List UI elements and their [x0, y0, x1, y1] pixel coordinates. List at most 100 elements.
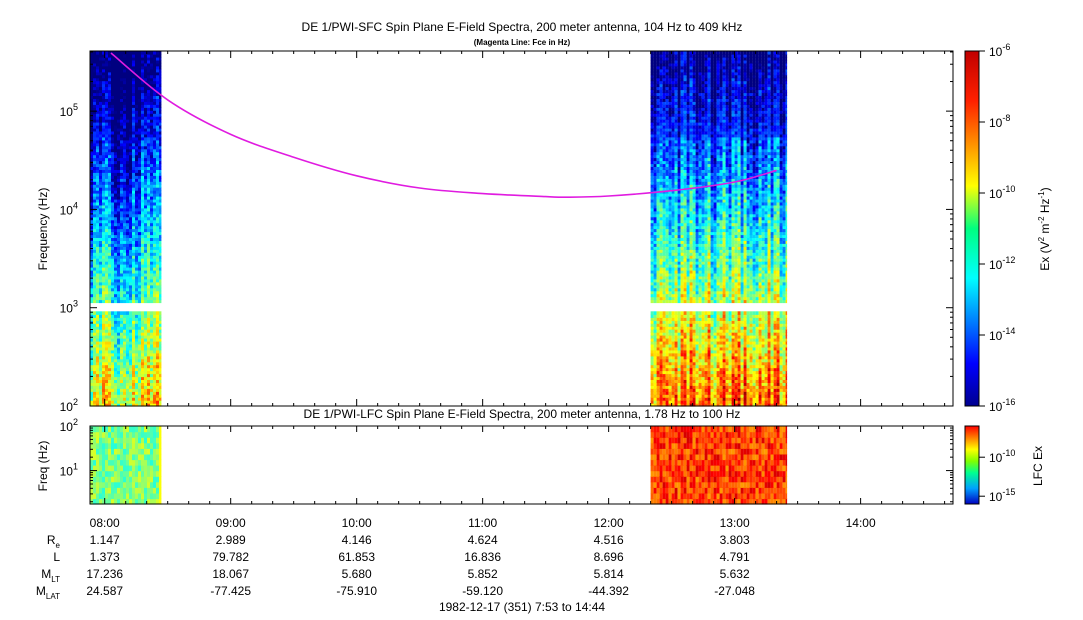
- sfc-cell: [153, 346, 156, 351]
- sfc-cell: [135, 216, 138, 221]
- sfc-cell: [144, 231, 147, 236]
- sfc-cell: [677, 326, 681, 330]
- sfc-cell: [126, 181, 129, 185]
- sfc-cell: [120, 343, 123, 348]
- sfc-cell: [105, 133, 108, 138]
- sfc-cell: [129, 228, 132, 233]
- sfc-cell: [129, 234, 132, 238]
- sfc-cell: [686, 213, 690, 218]
- sfc-cell: [138, 361, 141, 366]
- sfc-cell: [159, 352, 162, 357]
- sfc-cell: [153, 86, 156, 91]
- sfc-cell: [93, 329, 96, 333]
- sfc-cell: [662, 281, 666, 286]
- sfc-cell: [144, 358, 147, 363]
- sfc-cell: [144, 172, 147, 176]
- sfc-cell: [671, 394, 675, 398]
- sfc-cell: [114, 400, 117, 404]
- sfc-cell: [704, 228, 708, 233]
- sfc-cell: [695, 51, 699, 55]
- sfc-cell: [132, 116, 135, 120]
- sfc-cell: [99, 376, 102, 380]
- sfc-cell: [671, 314, 675, 318]
- sfc-cell: [665, 317, 669, 321]
- sfc-cell: [126, 178, 129, 182]
- sfc-cell: [659, 391, 663, 395]
- sfc-cell: [674, 59, 678, 64]
- sfc-cell: [668, 267, 672, 271]
- sfc-cell: [695, 151, 699, 156]
- sfc-cell: [650, 246, 654, 250]
- sfc-cell: [692, 190, 696, 194]
- sfc-cell: [674, 355, 678, 360]
- sfc-cell: [99, 272, 102, 277]
- sfc-cell: [123, 231, 126, 236]
- sfc-cell: [129, 130, 132, 135]
- sfc-cell: [120, 338, 123, 342]
- sfc-cell: [114, 65, 117, 70]
- sfc-cell: [683, 343, 687, 348]
- sfc-cell: [153, 358, 156, 363]
- sfc-cell: [671, 116, 675, 120]
- sfc-cell: [674, 267, 678, 271]
- sfc-cell: [117, 338, 120, 342]
- sfc-cell: [680, 284, 684, 289]
- sfc-cell: [114, 219, 117, 224]
- sfc-cell: [108, 281, 111, 286]
- sfc-cell: [692, 54, 696, 58]
- sfc-cell: [695, 379, 699, 383]
- sfc-cell: [683, 240, 687, 244]
- sfc-cell: [156, 139, 159, 144]
- sfc-cell: [159, 107, 162, 111]
- sfc-cell: [689, 290, 693, 295]
- sfc-cell: [704, 284, 708, 289]
- sfc-cell: [141, 400, 144, 404]
- sfc-cell: [141, 190, 144, 194]
- sfc-cell: [680, 391, 684, 395]
- sfc-cell: [677, 252, 681, 256]
- sfc-cell: [147, 175, 150, 179]
- sfc-cell: [686, 142, 690, 147]
- sfc-cell: [132, 166, 135, 170]
- sfc-cell: [656, 62, 660, 67]
- sfc-cell: [698, 391, 702, 395]
- sfc-cell: [668, 119, 672, 123]
- sfc-cell: [662, 278, 666, 283]
- sfc-cell: [135, 326, 138, 330]
- sfc-cell: [689, 243, 693, 247]
- sfc-cell: [689, 71, 693, 76]
- sfc-cell: [123, 178, 126, 182]
- sfc-cell: [138, 225, 141, 230]
- sfc-cell: [686, 113, 690, 117]
- sfc-cell: [659, 290, 663, 295]
- sfc-cell: [129, 376, 132, 380]
- sfc-cell: [650, 193, 654, 197]
- sfc-cell: [102, 101, 105, 105]
- sfc-cell: [689, 169, 693, 173]
- sfc-cell: [117, 403, 120, 407]
- sfc-cell: [677, 125, 681, 129]
- sfc-cell: [156, 290, 159, 295]
- sfc-cell: [147, 116, 150, 120]
- sfc-cell: [111, 284, 114, 289]
- sfc-cell: [159, 71, 162, 76]
- sfc-cell: [129, 122, 132, 126]
- sfc-cell: [123, 335, 126, 339]
- sfc-cell: [659, 323, 663, 327]
- sfc-cell: [668, 181, 672, 185]
- sfc-cell: [659, 59, 663, 64]
- sfc-cell: [126, 391, 129, 395]
- sfc-cell: [689, 56, 693, 61]
- sfc-cell: [159, 110, 162, 114]
- sfc-cell: [111, 264, 114, 268]
- sfc-cell: [111, 122, 114, 126]
- sfc-cell: [96, 122, 99, 126]
- sfc-cell: [668, 346, 672, 351]
- sfc-cell: [662, 264, 666, 268]
- sfc-cell: [659, 216, 663, 221]
- sfc-cell: [147, 139, 150, 144]
- sfc-cell: [93, 127, 96, 132]
- sfc-cell: [671, 122, 675, 126]
- sfc-cell: [141, 370, 144, 375]
- sfc-cell: [138, 74, 141, 79]
